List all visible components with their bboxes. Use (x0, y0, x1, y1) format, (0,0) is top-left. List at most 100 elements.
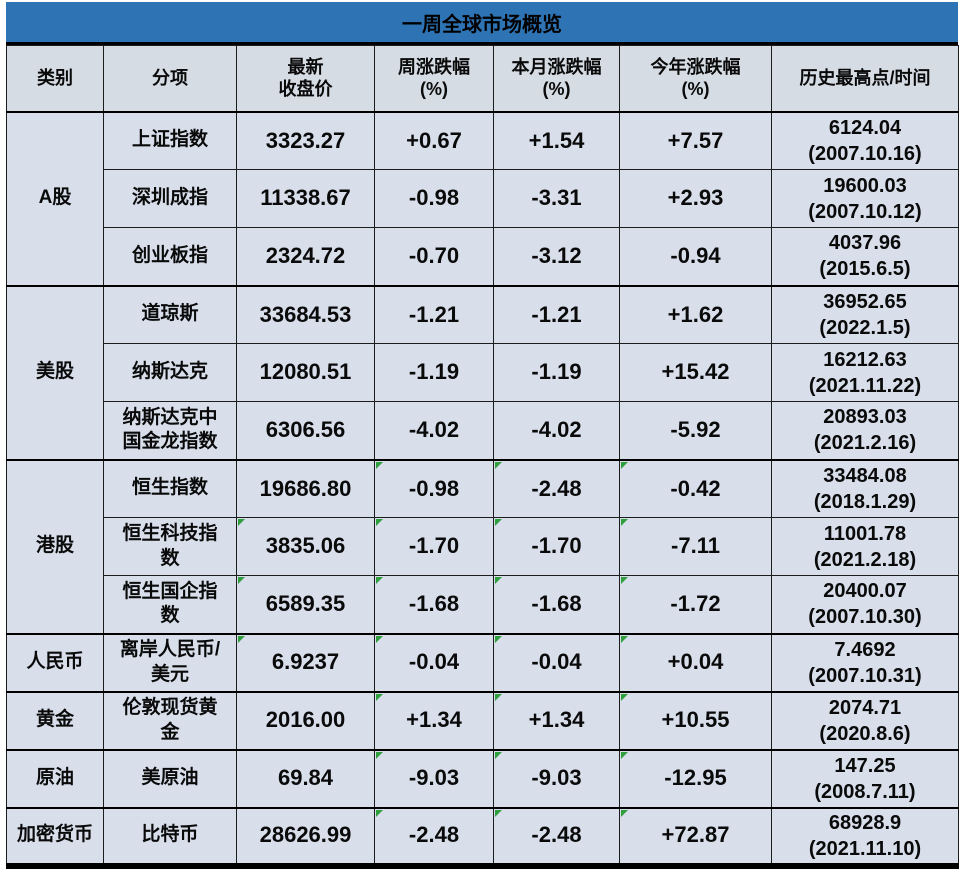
col-header-label: 本月涨跌幅 (%) (511, 56, 602, 100)
cell-week-change: -1.70 (374, 517, 494, 576)
cell-subitem-text: 美原油 (141, 767, 199, 789)
cell-high-text: (2008.7.11) (814, 780, 916, 803)
market-table: 类别 分项 最新 收盘价 周涨跌幅 (%) 本月涨跌幅 (%) 今年涨跌幅 (%) 历史最高… (6, 45, 959, 869)
cell-high-text: (2007.10.31) (808, 664, 922, 687)
cell-subitem-text: 上证指数 (131, 129, 208, 151)
cell-week-change: -0.98 (374, 458, 494, 518)
cell-week-change-text: -4.02 (408, 417, 460, 443)
table-header: 类别 分项 最新 收盘价 周涨跌幅 (%) 本月涨跌幅 (%) 今年涨跌幅 (%) 历史最高… (6, 45, 959, 113)
cell-high: 7.4692 (2007.10.31) (771, 632, 959, 692)
green-corner-indicator-icon (376, 519, 383, 526)
col-header-month-change: 本月涨跌幅 (%) (493, 45, 620, 113)
green-corner-indicator-icon (495, 693, 502, 701)
cell-ytd-change-text: +72.87 (661, 822, 730, 848)
cell-week-change: -1.19 (374, 343, 494, 402)
green-corner-indicator-icon (376, 635, 383, 643)
cell-subitem: 恒生国企指数 (103, 575, 237, 634)
cell-week-change: -1.21 (374, 284, 494, 344)
cell-month-change-text: -1.70 (531, 533, 582, 559)
table-body: A股 上证指数 3323.27 +0.67 +1.54 +7.57 6124.04 (2007… (6, 110, 959, 869)
cell-high-text: 7.4692 (834, 638, 896, 661)
green-corner-indicator-icon (495, 577, 502, 584)
cell-high-text: (2007.10.12) (808, 200, 922, 223)
cell-month-change: +1.34 (493, 690, 620, 750)
cell-month-change: -0.04 (493, 632, 620, 692)
cell-ytd-change-text: -12.95 (664, 765, 727, 791)
cell-month-change-text: -1.21 (531, 301, 582, 327)
cell-high: 2074.71 (2020.8.6) (771, 690, 959, 750)
cell-subitem: 创业板指 (103, 227, 237, 286)
cell-ytd-change: +72.87 (619, 806, 772, 869)
cell-week-change-text: -1.68 (408, 591, 460, 617)
cell-close-text: 33684.53 (259, 301, 352, 327)
cell-high: 16212.63 (2021.11.22) (771, 343, 959, 402)
cell-ytd-change-text: -0.94 (670, 243, 721, 269)
cell-category-text: A股 (38, 187, 72, 209)
cell-subitem-text: 伦敦现货黄金 (122, 696, 218, 743)
cell-close-text: 2324.72 (265, 243, 346, 269)
cell-week-change-text: +0.67 (406, 127, 462, 153)
col-header-label: 历史最高点/时间 (799, 68, 931, 88)
cell-high-text: 2074.71 (828, 696, 902, 719)
cell-ytd-change: +1.62 (619, 284, 772, 344)
cell-week-change-text: -1.19 (408, 359, 460, 385)
cell-month-change: -2.48 (493, 806, 620, 869)
cell-subitem: 纳斯达克中国金龙指数 (103, 401, 237, 460)
cell-close-text: 12080.51 (259, 359, 352, 385)
cell-ytd-change-text: -7.11 (671, 533, 720, 559)
cell-high: 19600.03 (2007.10.12) (771, 169, 959, 228)
cell-category-text: 加密货币 (16, 824, 93, 846)
col-header-label: 类别 (37, 68, 73, 88)
cell-ytd-change: +10.55 (619, 690, 772, 750)
cell-ytd-change-text: +15.42 (661, 359, 730, 385)
table-row: 纳斯达克中国金龙指数 6306.56 -4.02 -4.02 -5.92 20893.03… (7, 401, 959, 460)
cell-month-change-text: -1.68 (531, 591, 582, 617)
cell-month-change-text: -0.04 (531, 649, 582, 675)
cell-subitem-text: 创业板指 (131, 244, 208, 266)
green-corner-indicator-icon (376, 809, 383, 817)
cell-high-text: 16212.63 (823, 348, 907, 371)
cell-subitem-text: 纳斯达克中国金龙指数 (122, 406, 218, 453)
cell-category: 加密货币 (6, 806, 104, 869)
cell-week-change-text: +1.34 (406, 707, 462, 733)
green-corner-indicator-icon (495, 635, 502, 643)
cell-subitem-text: 比特币 (141, 824, 199, 846)
cell-close: 11338.67 (236, 169, 375, 228)
cell-subitem: 深圳成指 (103, 169, 237, 228)
cell-high-text: 20400.07 (823, 580, 907, 603)
cell-week-change: +1.34 (374, 690, 494, 750)
green-corner-indicator-icon (621, 577, 628, 584)
cell-ytd-change: +15.42 (619, 343, 772, 402)
cell-high-text: 19600.03 (823, 174, 907, 197)
cell-category: 黄金 (6, 690, 104, 750)
cell-month-change-text: +1.34 (528, 707, 585, 733)
table-row: 创业板指 2324.72 -0.70 -3.12 -0.94 4037.96 (2015.6… (7, 227, 959, 286)
cell-ytd-change: +7.57 (619, 110, 772, 170)
table-row: 美股 道琼斯 33684.53 -1.21 -1.21 +1.62 36952.65 (202… (6, 284, 959, 460)
green-corner-indicator-icon (376, 751, 383, 759)
green-corner-indicator-icon (495, 751, 502, 759)
cell-high-text: 20893.03 (823, 406, 907, 429)
cell-high-text: (2015.6.5) (819, 258, 911, 281)
cell-high: 33484.08 (2018.1.29) (771, 458, 959, 518)
col-header-subitem: 分项 (103, 45, 237, 113)
cell-week-change: -2.48 (374, 806, 494, 869)
green-corner-indicator-icon (621, 751, 628, 759)
cell-category-text: 港股 (35, 535, 74, 557)
cell-high-text: 68928.9 (828, 811, 902, 834)
cell-category: A股 (6, 110, 104, 286)
cell-close-text: 28626.99 (259, 822, 352, 848)
cell-ytd-change-text: -5.92 (670, 417, 721, 443)
cell-ytd-change: +2.93 (619, 169, 772, 228)
cell-close: 28626.99 (236, 806, 375, 869)
cell-ytd-change: -12.95 (619, 748, 772, 808)
green-corner-indicator-icon (376, 693, 383, 701)
cell-week-change: -9.03 (374, 748, 494, 808)
cell-high-text: (2021.2.18) (813, 548, 917, 571)
cell-high-text: (2007.10.30) (808, 606, 922, 629)
cell-high-text: (2018.1.29) (813, 490, 917, 513)
cell-subitem: 道琼斯 (103, 284, 237, 344)
cell-category-text: 原油 (35, 767, 74, 789)
cell-high-text: 36952.65 (823, 290, 907, 313)
